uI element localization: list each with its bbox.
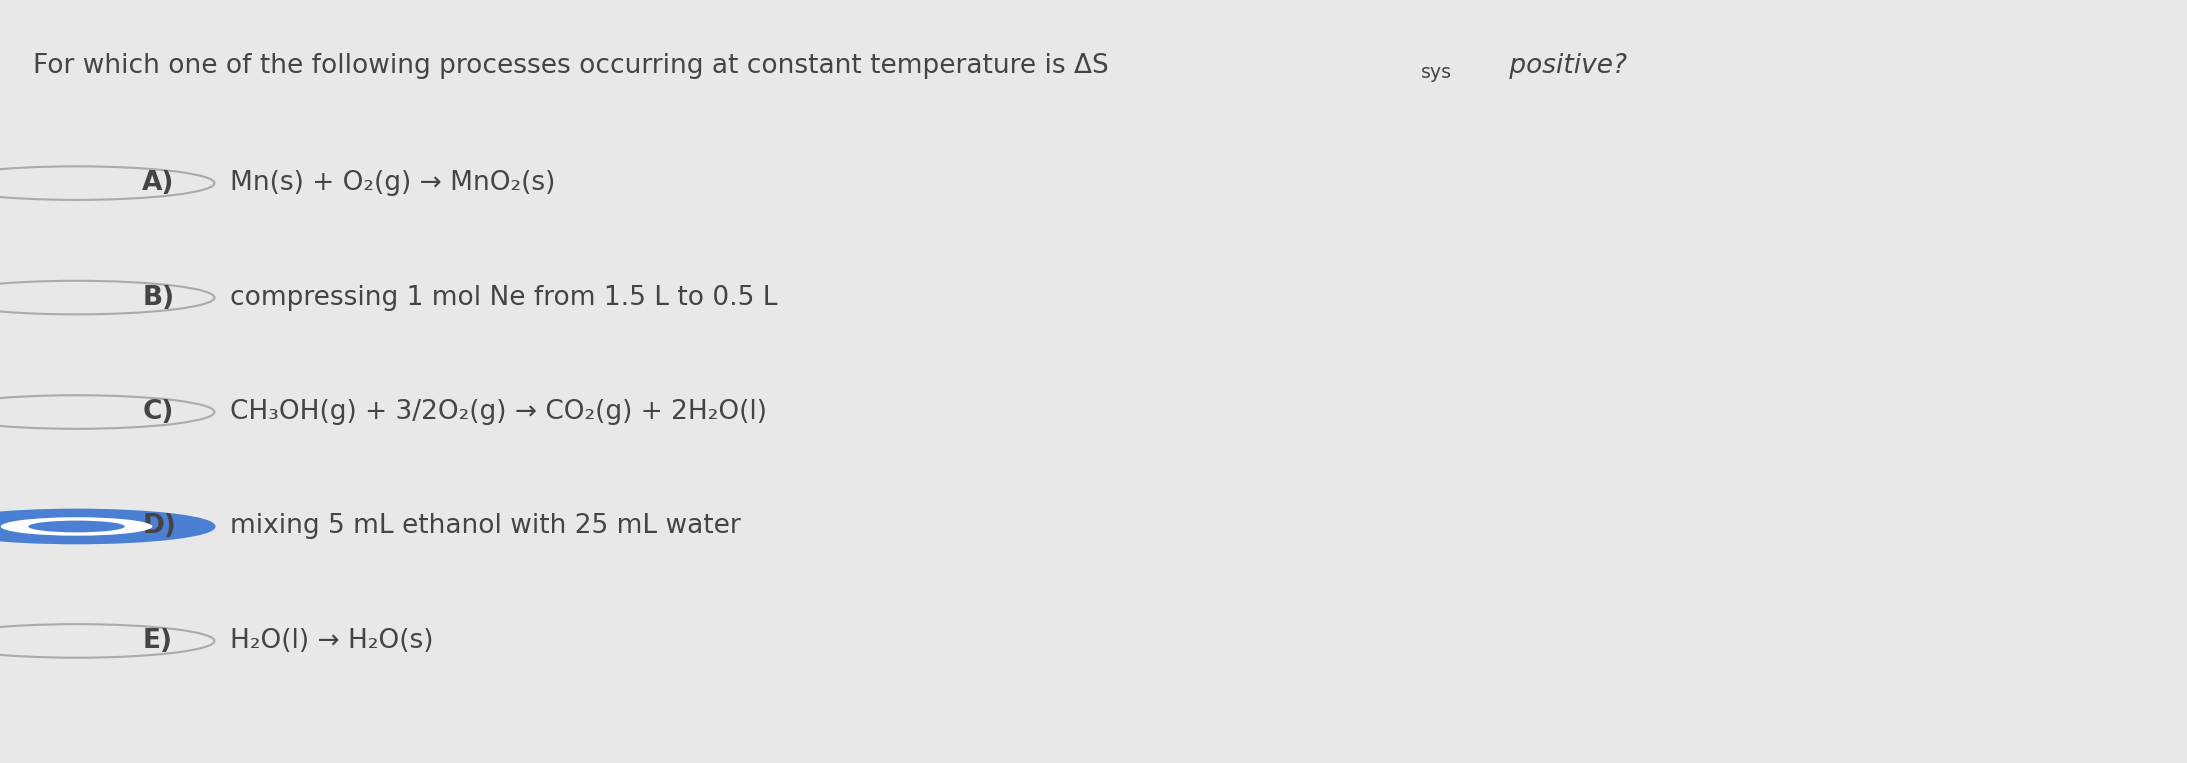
Ellipse shape: [0, 510, 214, 543]
Text: mixing 5 mL ethanol with 25 mL water: mixing 5 mL ethanol with 25 mL water: [230, 513, 741, 539]
Text: A): A): [142, 170, 175, 196]
Text: compressing 1 mol Ne from 1.5 L to 0.5 L: compressing 1 mol Ne from 1.5 L to 0.5 L: [230, 285, 776, 311]
Ellipse shape: [28, 520, 125, 533]
Ellipse shape: [0, 281, 214, 314]
Ellipse shape: [0, 395, 214, 429]
Text: E): E): [142, 628, 173, 654]
Ellipse shape: [0, 517, 153, 536]
Text: B): B): [142, 285, 175, 311]
Text: Mn(s) + O₂(g) → MnO₂(s): Mn(s) + O₂(g) → MnO₂(s): [230, 170, 555, 196]
Text: For which one of the following processes occurring at constant temperature is ΔS: For which one of the following processes…: [33, 53, 1109, 79]
Text: positive?: positive?: [1500, 53, 1627, 79]
Text: CH₃OH(g) + 3/2O₂(g) → CO₂(g) + 2H₂O(l): CH₃OH(g) + 3/2O₂(g) → CO₂(g) + 2H₂O(l): [230, 399, 768, 425]
Text: sys: sys: [1422, 63, 1452, 82]
Text: C): C): [142, 399, 173, 425]
Text: H₂O(l) → H₂O(s): H₂O(l) → H₂O(s): [230, 628, 433, 654]
Ellipse shape: [0, 166, 214, 200]
Text: D): D): [142, 513, 175, 539]
Ellipse shape: [0, 624, 214, 658]
